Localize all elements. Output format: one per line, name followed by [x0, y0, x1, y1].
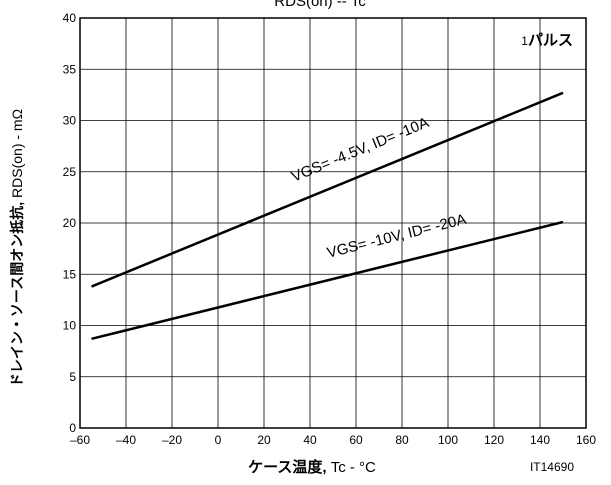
- y-tick-label: 40: [63, 11, 77, 25]
- x-tick-label: 40: [303, 433, 317, 447]
- y-tick-label: 20: [63, 216, 77, 230]
- series-lines: [91, 91, 564, 341]
- series-line-1: [91, 91, 564, 288]
- x-axis-label-unit: Tc - °C: [331, 459, 376, 476]
- corner-note-text: パルス: [528, 32, 573, 49]
- y-axis-label-unit: RDS(on) - mΩ: [9, 109, 25, 198]
- series-label-2: VGS= -10V, ID= -20A: [325, 211, 468, 262]
- y-axis-label-bold: ドレイン・ソース間オン抵抗,: [9, 202, 25, 387]
- x-axis-label-bold: ケース温度,: [248, 458, 326, 476]
- x-tick-label: 120: [484, 433, 504, 447]
- y-tick-label: 10: [63, 319, 77, 333]
- x-tick-label: –60: [70, 433, 90, 447]
- y-tick-label: 15: [63, 267, 77, 281]
- corner-note-number: 1: [521, 34, 528, 48]
- x-tick-label: –40: [116, 433, 136, 447]
- x-tick-label: 60: [349, 433, 363, 447]
- series-line-2: [91, 220, 564, 341]
- y-tick-label: 35: [63, 62, 77, 76]
- x-tick-label: 0: [215, 433, 222, 447]
- y-tick-label: 30: [63, 114, 77, 128]
- y-tick-labels: 0 5 10 15 20 25 30 35 40: [63, 11, 77, 435]
- x-tick-label: –20: [162, 433, 182, 447]
- corner-note: 1パルス: [521, 32, 573, 49]
- chart-title: RDS(on) -- Tc: [274, 0, 366, 10]
- y-tick-label: 0: [69, 421, 76, 435]
- x-axis-label: ケース温度, Tc - °C: [248, 458, 376, 476]
- x-tick-label: 140: [530, 433, 550, 447]
- y-tick-label: 25: [63, 165, 77, 179]
- x-tick-label: 160: [576, 433, 596, 447]
- y-tick-label: 5: [69, 370, 76, 384]
- grid: [80, 18, 586, 428]
- x-tick-labels: –60 –40 –20 0 20 40 60 80 100 120 140 160: [70, 433, 596, 447]
- x-tick-label: 80: [395, 433, 409, 447]
- x-tick-label: 20: [257, 433, 271, 447]
- plot-frame: [79, 17, 587, 429]
- figure-id: IT14690: [530, 460, 574, 474]
- x-tick-label: 100: [438, 433, 458, 447]
- y-axis-label: ドレイン・ソース間オン抵抗, RDS(on) - mΩ: [9, 109, 25, 387]
